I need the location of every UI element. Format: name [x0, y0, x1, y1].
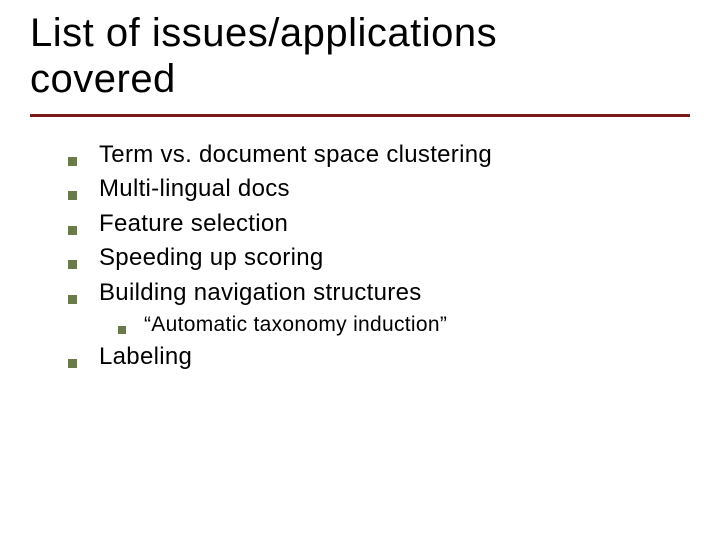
- square-bullet-icon: [68, 226, 77, 235]
- list-item: Multi-lingual docs: [68, 173, 690, 205]
- title-underline: [30, 114, 690, 117]
- list-item-text: Labeling: [99, 341, 192, 373]
- list-item: Term vs. document space clustering: [68, 139, 690, 171]
- sub-list-item: “Automatic taxonomy induction”: [68, 311, 690, 339]
- list-item: Labeling: [68, 341, 690, 373]
- slide: List of issues/applications covered Term…: [0, 0, 720, 374]
- sub-list-item-text: “Automatic taxonomy induction”: [144, 311, 447, 339]
- list-item-text: Multi-lingual docs: [99, 173, 290, 205]
- square-bullet-icon: [68, 359, 77, 368]
- list-item: Building navigation structures: [68, 277, 690, 309]
- list-item-text: Feature selection: [99, 208, 288, 240]
- list-item: Feature selection: [68, 208, 690, 240]
- list-item-text: Building navigation structures: [99, 277, 422, 309]
- title-line-1: List of issues/applications: [30, 11, 497, 55]
- square-bullet-icon: [68, 295, 77, 304]
- square-bullet-icon: [68, 157, 77, 166]
- square-bullet-icon: [68, 191, 77, 200]
- square-bullet-icon: [118, 326, 126, 334]
- list-item-text: Speeding up scoring: [99, 242, 324, 274]
- slide-title: List of issues/applications covered: [30, 10, 690, 102]
- bullet-list: Term vs. document space clustering Multi…: [30, 139, 690, 374]
- square-bullet-icon: [68, 260, 77, 269]
- list-item: Speeding up scoring: [68, 242, 690, 274]
- list-item-text: Term vs. document space clustering: [99, 139, 492, 171]
- title-line-2: covered: [30, 57, 176, 101]
